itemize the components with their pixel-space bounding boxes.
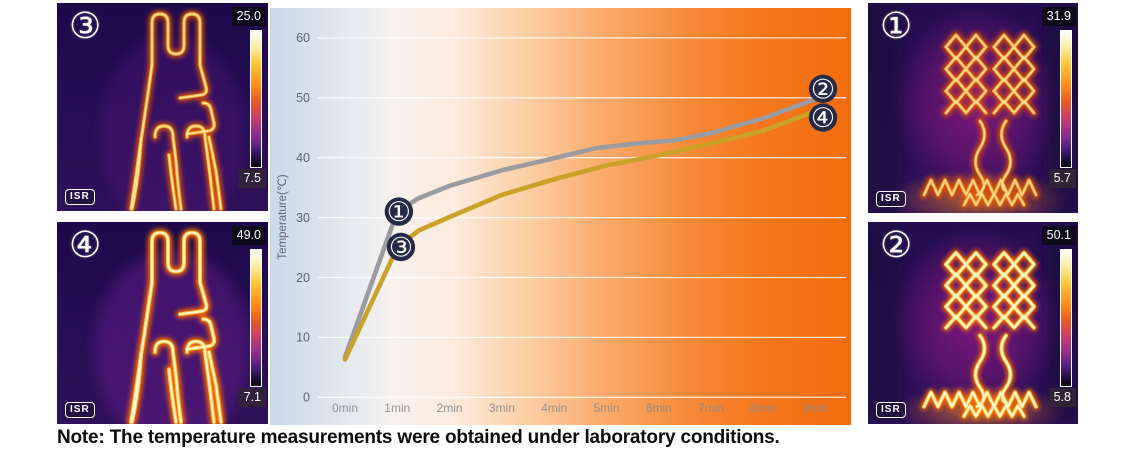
y-tick-label: 50 bbox=[296, 91, 310, 105]
thermal-colorbar bbox=[1060, 249, 1072, 387]
scale-max-value: 31.9 bbox=[1041, 7, 1076, 26]
marker-number-label: ③ bbox=[389, 232, 413, 263]
marker-circle bbox=[808, 74, 838, 104]
y-tick-label: 40 bbox=[296, 151, 310, 165]
scale-max-value: 49.0 bbox=[231, 226, 266, 245]
marker-number-label: ① bbox=[387, 197, 411, 228]
x-tick-label: 0min bbox=[332, 401, 358, 415]
series-line-1-to-2 bbox=[342, 96, 819, 360]
marker-number-label: ④ bbox=[811, 103, 835, 134]
y-tick-label: 0 bbox=[303, 391, 310, 405]
isr-badge: ISR bbox=[876, 191, 906, 207]
scale-min-value: 5.7 bbox=[1048, 169, 1076, 188]
y-axis-label: Temperature(℃) bbox=[277, 174, 289, 259]
panel-number-label: ① bbox=[880, 6, 913, 47]
x-tick-label: 7min bbox=[698, 401, 724, 415]
x-tick-label: 9min bbox=[803, 401, 829, 415]
panel-number-label: ③ bbox=[69, 6, 102, 47]
temperature-chart: 0 10 20 30 40 50 60 0min 1min 2min 3min 4min 5min 6mi… bbox=[270, 8, 851, 425]
panel-number-label: ④ bbox=[69, 225, 102, 266]
marker-circle bbox=[386, 232, 416, 262]
x-tick-label: 6min bbox=[646, 401, 672, 415]
series-line-3-to-4 bbox=[342, 108, 819, 362]
thermal-image-panel-2: ② 50.1 5.8 ISR bbox=[868, 222, 1078, 424]
scale-max-value: 25.0 bbox=[231, 7, 266, 26]
marker-number-label: ② bbox=[811, 74, 835, 105]
scale-min-value: 5.8 bbox=[1048, 388, 1076, 407]
thermal-image-panel-3: ③ 25.0 7.5 ISR bbox=[57, 3, 268, 211]
panel-number-label: ② bbox=[880, 225, 913, 266]
thermal-colorbar bbox=[250, 30, 262, 168]
thermal-image bbox=[57, 3, 268, 211]
x-tick-label: 1min bbox=[384, 401, 410, 415]
thermal-image-panel-1: ① 31.9 5.7 ISR bbox=[868, 3, 1078, 213]
isr-badge: ISR bbox=[65, 402, 95, 418]
isr-badge: ISR bbox=[65, 189, 95, 205]
y-tick-label: 20 bbox=[296, 271, 310, 285]
note-text: Note: The temperature measurements were … bbox=[57, 427, 780, 448]
marker-circle bbox=[808, 103, 838, 132]
thermal-image-panel-4: ④ 49.0 7.1 ISR bbox=[57, 222, 268, 424]
y-tick-label: 60 bbox=[296, 31, 310, 45]
marker-circle bbox=[384, 197, 414, 226]
y-tick-label: 30 bbox=[296, 211, 310, 225]
scale-min-value: 7.5 bbox=[238, 169, 266, 188]
y-tick-label: 10 bbox=[296, 331, 310, 345]
scale-max-value: 50.1 bbox=[1041, 226, 1076, 245]
scale-min-value: 7.1 bbox=[238, 388, 266, 407]
x-tick-label: 5min bbox=[593, 401, 619, 415]
x-tick-label: 2min bbox=[437, 401, 463, 415]
x-tick-label: 8min bbox=[750, 401, 776, 415]
x-tick-label: 4min bbox=[541, 401, 567, 415]
temperature-chart-plot: 0 10 20 30 40 50 60 0min 1min 2min 3min 4min 5min 6mi… bbox=[277, 31, 846, 415]
thermal-image bbox=[57, 222, 268, 424]
thermal-colorbar bbox=[250, 249, 262, 387]
thermal-colorbar bbox=[1060, 30, 1072, 168]
x-tick-label: 3min bbox=[489, 401, 515, 415]
thermal-image bbox=[868, 222, 1078, 424]
isr-badge: ISR bbox=[876, 402, 906, 418]
